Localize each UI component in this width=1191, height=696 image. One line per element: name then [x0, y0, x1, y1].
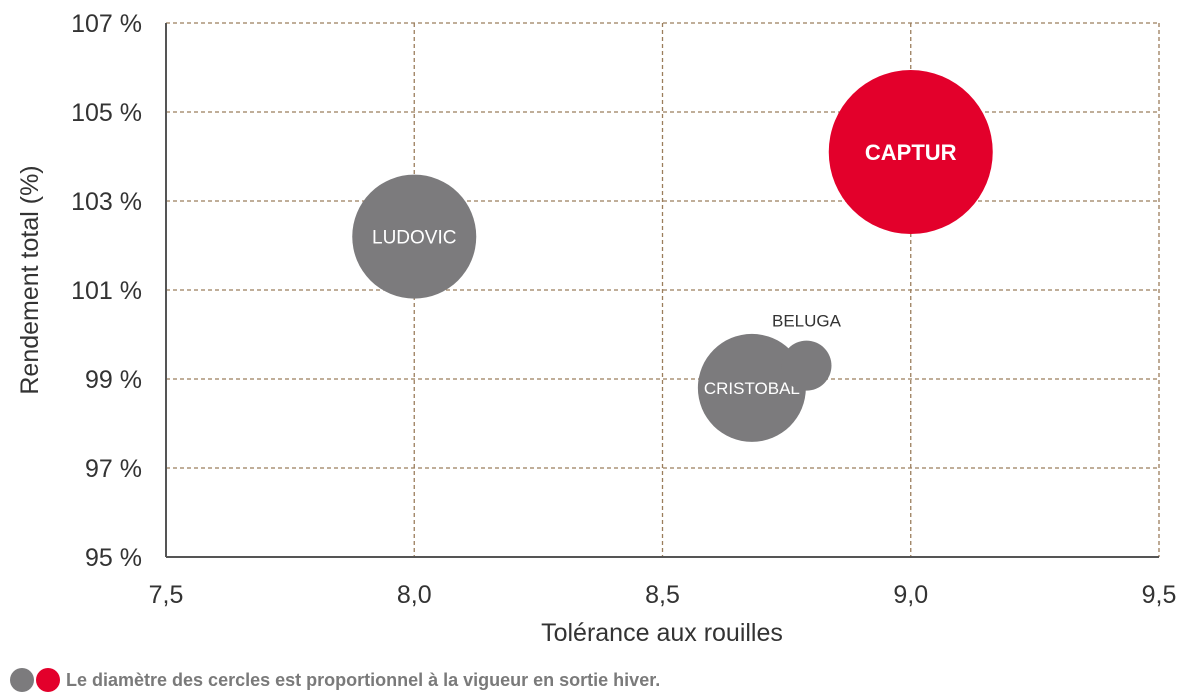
- bubble-beluga: [781, 340, 832, 391]
- y-tick-label: 101 %: [71, 277, 142, 305]
- footnote-text: Le diamètre des cercles est proportionne…: [66, 669, 661, 690]
- y-tick-label: 97 %: [85, 455, 142, 483]
- bubble-cristobal: [697, 333, 806, 442]
- y-tick-label: 107 %: [71, 10, 142, 38]
- bubble-label: LUDOVIC: [372, 227, 456, 248]
- x-tick-label: 9,0: [893, 581, 928, 609]
- bubble-label: CRISTOBAL: [704, 379, 800, 398]
- bubble-chart: 95 % 97 % 99 % 101 % 103 % 105 % 107 % 7,5 8,0 8,…: [16, 10, 1177, 647]
- y-axis-title: Rendement total (%): [16, 165, 44, 394]
- y-tick-label: 105 %: [71, 99, 142, 127]
- y-tick-label: 103 %: [71, 188, 142, 216]
- x-tick-label: 8,0: [397, 581, 432, 609]
- x-tick-label: 8,5: [645, 581, 680, 609]
- y-tick-label: 95 %: [85, 544, 142, 572]
- footnote: Le diamètre des cercles est proportionne…: [10, 667, 660, 693]
- x-axis-title: Tolérance aux rouilles: [541, 619, 783, 647]
- bubble-captur: [828, 70, 993, 235]
- legend-dot-red: [36, 668, 60, 692]
- legend-dot-gray: [10, 668, 34, 692]
- bubble-label: BELUGA: [772, 312, 842, 331]
- x-tick-label: 9,5: [1142, 581, 1177, 609]
- x-tick-label: 7,5: [149, 581, 184, 609]
- y-tick-label: 99 %: [85, 366, 142, 394]
- bubble-ludovic: [352, 174, 477, 299]
- bubble-label: CAPTUR: [865, 140, 957, 165]
